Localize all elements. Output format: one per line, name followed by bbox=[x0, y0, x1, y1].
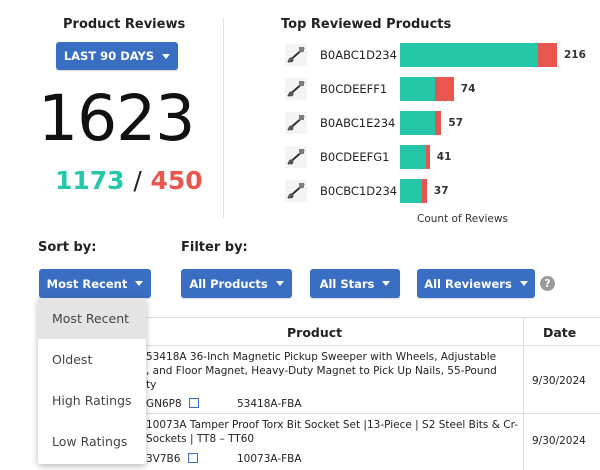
filter-label: Filter by: bbox=[181, 240, 248, 255]
help-icon-glyph: ? bbox=[544, 277, 551, 290]
product-title-line: ty bbox=[146, 379, 157, 391]
chart-category-label: B0ABC1D234 bbox=[320, 48, 397, 62]
filter-products-button[interactable]: All Products bbox=[181, 269, 292, 298]
chart-bar-negative-segment[interactable] bbox=[434, 111, 442, 135]
chart-data-label: 41 bbox=[436, 151, 452, 163]
panel-divider bbox=[223, 18, 224, 218]
chevron-down-icon bbox=[275, 281, 284, 286]
asin-link[interactable]: GN6P8 bbox=[146, 397, 200, 411]
external-link-icon bbox=[189, 398, 200, 408]
review-date: 9/30/2024 bbox=[532, 435, 586, 447]
product-thumbnail bbox=[283, 42, 309, 68]
review-split: 1173 / 450 bbox=[55, 166, 203, 195]
chart-bar-negative-segment[interactable] bbox=[434, 77, 454, 101]
chevron-down-icon bbox=[382, 281, 391, 286]
sort-option-high-ratings[interactable]: High Ratings bbox=[52, 393, 132, 408]
chart-bar-negative-segment[interactable] bbox=[421, 179, 427, 203]
chart-bar-positive-segment[interactable] bbox=[400, 179, 422, 203]
product-thumbnail bbox=[283, 144, 309, 170]
sort-option-oldest[interactable]: Oldest bbox=[52, 352, 93, 367]
product-title-line: Sockets | TT8 – TT60 bbox=[146, 433, 255, 445]
chart-bar-positive-segment[interactable] bbox=[400, 77, 435, 101]
sort-option-most-recent[interactable]: Most Recent bbox=[38, 298, 146, 339]
filter-reviewers-button[interactable]: All Reviewers bbox=[417, 269, 535, 298]
help-icon[interactable]: ? bbox=[540, 276, 555, 291]
chart-bar[interactable] bbox=[400, 179, 427, 203]
product-title-line: 53418A 36-Inch Magnetic Pickup Sweeper w… bbox=[146, 351, 497, 363]
product-thumbnail bbox=[283, 76, 309, 102]
chart-data-label: 37 bbox=[433, 185, 449, 197]
chevron-down-icon bbox=[162, 53, 171, 59]
chart-data-label: 74 bbox=[460, 83, 476, 95]
sort-dropdown-menu: Most Recent Oldest High Ratings Low Rati… bbox=[38, 298, 146, 464]
chevron-down-icon bbox=[519, 281, 528, 286]
asin-link[interactable]: 3V7B6 bbox=[146, 452, 198, 466]
count-separator: / bbox=[133, 166, 142, 195]
chart-data-label: 216 bbox=[564, 49, 586, 61]
chart-bar-negative-segment[interactable] bbox=[426, 145, 430, 169]
reviews-panel-title: Product Reviews bbox=[63, 17, 186, 32]
chart-bar[interactable] bbox=[400, 77, 454, 101]
chart-data-label: 57 bbox=[448, 117, 464, 129]
asin-text: 3V7B6 bbox=[146, 453, 181, 465]
filter-stars-button[interactable]: All Stars bbox=[310, 269, 400, 298]
chart-bar-positive-segment[interactable] bbox=[400, 43, 539, 67]
negative-count: 450 bbox=[150, 166, 203, 195]
date-range-label: LAST 90 DAYS bbox=[63, 49, 155, 63]
row-divider bbox=[140, 413, 600, 414]
sku-text: 10073A-FBA bbox=[237, 453, 302, 465]
filter-products-label: All Products bbox=[189, 276, 268, 291]
external-link-icon bbox=[187, 453, 198, 463]
sku-text: 53418A-FBA bbox=[237, 398, 302, 410]
total-reviews-count: 1623 bbox=[38, 82, 195, 155]
chart-bar-positive-segment[interactable] bbox=[400, 145, 427, 169]
chart-bar[interactable] bbox=[400, 111, 442, 135]
chart-category-label: B0CDEEFF1 bbox=[320, 82, 388, 96]
column-header-product[interactable]: Product bbox=[287, 325, 343, 340]
product-title-line: 10073A Tamper Proof Torx Bit Socket Set … bbox=[146, 419, 519, 431]
column-divider bbox=[523, 318, 524, 470]
chart-bar[interactable] bbox=[400, 145, 430, 169]
product-title-line: , and Floor Magnet, Heavy-Duty Magnet to… bbox=[146, 365, 497, 377]
positive-count: 1173 bbox=[55, 166, 125, 195]
chevron-down-icon bbox=[135, 281, 144, 286]
product-thumbnail bbox=[283, 178, 309, 204]
table-header-bottom bbox=[140, 345, 600, 346]
column-header-date[interactable]: Date bbox=[543, 325, 577, 340]
product-thumbnail bbox=[283, 110, 309, 136]
chart-bar-positive-segment[interactable] bbox=[400, 111, 435, 135]
asin-text: GN6P8 bbox=[146, 398, 182, 410]
table-header-top bbox=[140, 317, 600, 318]
chart-category-label: B0ABC1E234 bbox=[320, 116, 396, 130]
chart-bar[interactable] bbox=[400, 43, 557, 67]
chart-category-label: B0CBC1D234 bbox=[320, 184, 398, 198]
chart-category-label: B0CDEEFG1 bbox=[320, 150, 390, 164]
review-date: 9/30/2024 bbox=[532, 375, 586, 387]
date-range-button[interactable]: LAST 90 DAYS bbox=[56, 42, 178, 70]
filter-reviewers-label: All Reviewers bbox=[424, 276, 512, 291]
filter-stars-label: All Stars bbox=[319, 276, 375, 291]
sort-option-low-ratings[interactable]: Low Ratings bbox=[52, 434, 128, 449]
chart-bar-negative-segment[interactable] bbox=[538, 43, 557, 67]
chart-x-axis-label: Count of Reviews bbox=[417, 213, 508, 225]
sort-label: Sort by: bbox=[38, 240, 97, 255]
sort-dropdown-button[interactable]: Most Recent bbox=[39, 269, 151, 298]
sort-dropdown-label: Most Recent bbox=[46, 276, 128, 291]
top-products-title: Top Reviewed Products bbox=[281, 17, 452, 32]
